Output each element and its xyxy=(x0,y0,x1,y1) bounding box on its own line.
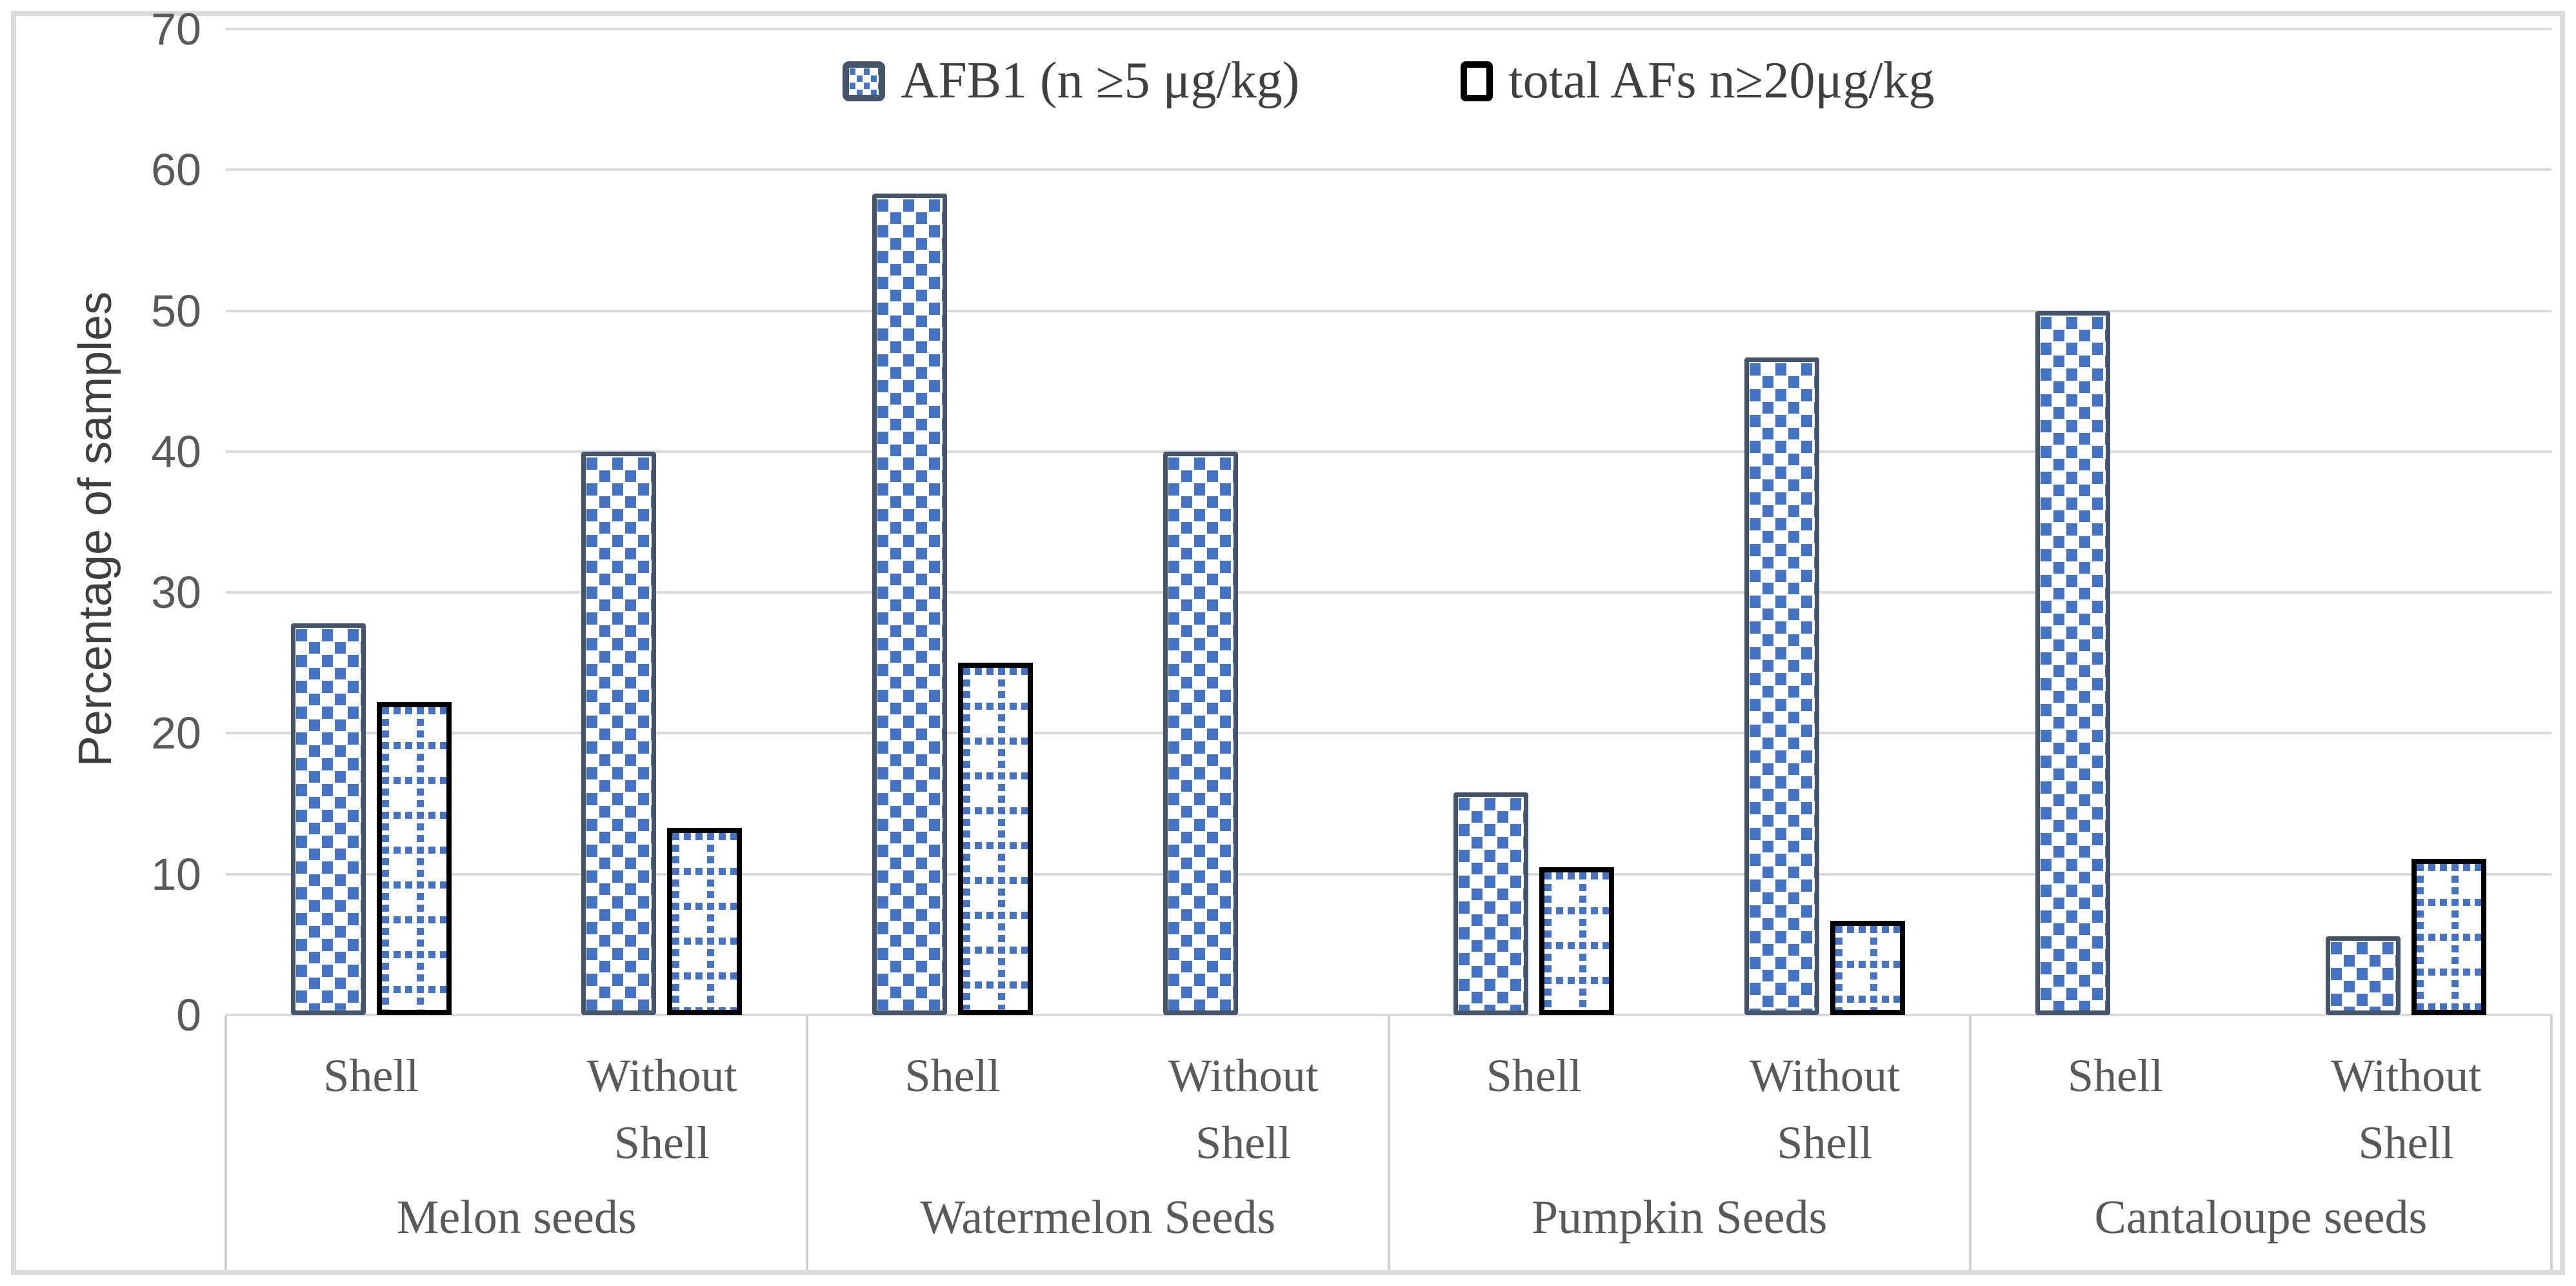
y-tick-label-10: 10 xyxy=(151,849,201,899)
bar-afb1-cantaloupe-seeds-shell xyxy=(2035,310,2110,1015)
legend-label-total-afs: total AFs n≥20μg/kg xyxy=(1508,52,1935,109)
category-divider-1 xyxy=(806,1015,809,1270)
bar-total-pumpkin-seeds-shell xyxy=(1539,867,1615,1015)
gridline-50 xyxy=(226,309,2551,312)
bar-afb1-pumpkin-seeds-shell xyxy=(1453,792,1529,1015)
bar-afb1-watermelon-seeds-shell xyxy=(872,194,948,1015)
gridline-70 xyxy=(226,28,2551,30)
y-tick-label-40: 40 xyxy=(151,426,201,477)
gridline-20 xyxy=(226,732,2551,735)
bar-total-pumpkin-seeds-without-shell xyxy=(1830,920,1905,1015)
y-tick-label-0: 0 xyxy=(176,990,201,1040)
category-divider-0 xyxy=(225,1015,227,1270)
gridline-40 xyxy=(226,450,2551,453)
bar-total-watermelon-seeds-shell xyxy=(958,663,1033,1015)
bar-total-melon-seeds-shell xyxy=(376,702,452,1015)
y-tick-label-30: 30 xyxy=(151,567,201,618)
bar-afb1-melon-seeds-shell xyxy=(290,623,366,1015)
gridline-30 xyxy=(226,591,2551,594)
legend-marker-total-afs xyxy=(1461,61,1493,101)
sub-label-watermelon-seeds-without-shell: Without Shell xyxy=(1168,1050,1319,1169)
gridline-60 xyxy=(226,168,2551,172)
sub-label-watermelon-seeds-shell: Shell xyxy=(904,1050,1001,1101)
sub-label-melon-seeds-without-shell: Without Shell xyxy=(586,1050,737,1169)
bar-total-melon-seeds-without-shell xyxy=(667,827,743,1015)
y-tick-label-60: 60 xyxy=(151,145,201,196)
sub-label-pumpkin-seeds-without-shell: Without Shell xyxy=(1749,1050,1900,1169)
bar-afb1-cantaloupe-seeds-without-shell xyxy=(2326,936,2401,1015)
y-tick-label-50: 50 xyxy=(151,285,201,336)
gridline-10 xyxy=(226,872,2551,876)
bar-afb1-melon-seeds-without-shell xyxy=(581,451,657,1015)
y-axis-title: Percentage of samples xyxy=(70,291,121,767)
category-divider-4 xyxy=(2550,1015,2553,1270)
group-label-melon-seeds: Melon seeds xyxy=(396,1191,637,1244)
sub-label-pumpkin-seeds-shell: Shell xyxy=(1486,1050,1582,1101)
legend-label-afb1: AFB1 (n ≥5 μg/kg) xyxy=(901,52,1300,109)
bar-afb1-pumpkin-seeds-without-shell xyxy=(1744,357,1819,1015)
bar-afb1-watermelon-seeds-without-shell xyxy=(1163,451,1238,1015)
legend: AFB1 (n ≥5 μg/kg) total AFs n≥20μg/kg xyxy=(226,52,2551,110)
group-label-cantaloupe-seeds: Cantaloupe seeds xyxy=(2094,1191,2428,1244)
legend-item-total-afs: total AFs n≥20μg/kg xyxy=(1461,52,1935,110)
category-divider-3 xyxy=(1968,1015,1972,1270)
legend-marker-afb1-pattern xyxy=(843,61,886,101)
sub-label-cantaloupe-seeds-shell: Shell xyxy=(2068,1050,2164,1101)
group-label-pumpkin-seeds: Pumpkin Seeds xyxy=(1531,1191,1828,1244)
y-tick-label-20: 20 xyxy=(151,708,201,759)
sub-label-cantaloupe-seeds-without-shell: Without Shell xyxy=(2331,1050,2482,1169)
bar-total-cantaloupe-seeds-without-shell xyxy=(2411,858,2487,1015)
sub-label-melon-seeds-shell: Shell xyxy=(323,1050,419,1101)
y-tick-label-70: 70 xyxy=(151,4,201,54)
group-label-watermelon-seeds: Watermelon Seeds xyxy=(920,1191,1276,1244)
category-divider-2 xyxy=(1387,1015,1390,1270)
legend-item-afb1: AFB1 (n ≥5 μg/kg) xyxy=(843,52,1299,110)
